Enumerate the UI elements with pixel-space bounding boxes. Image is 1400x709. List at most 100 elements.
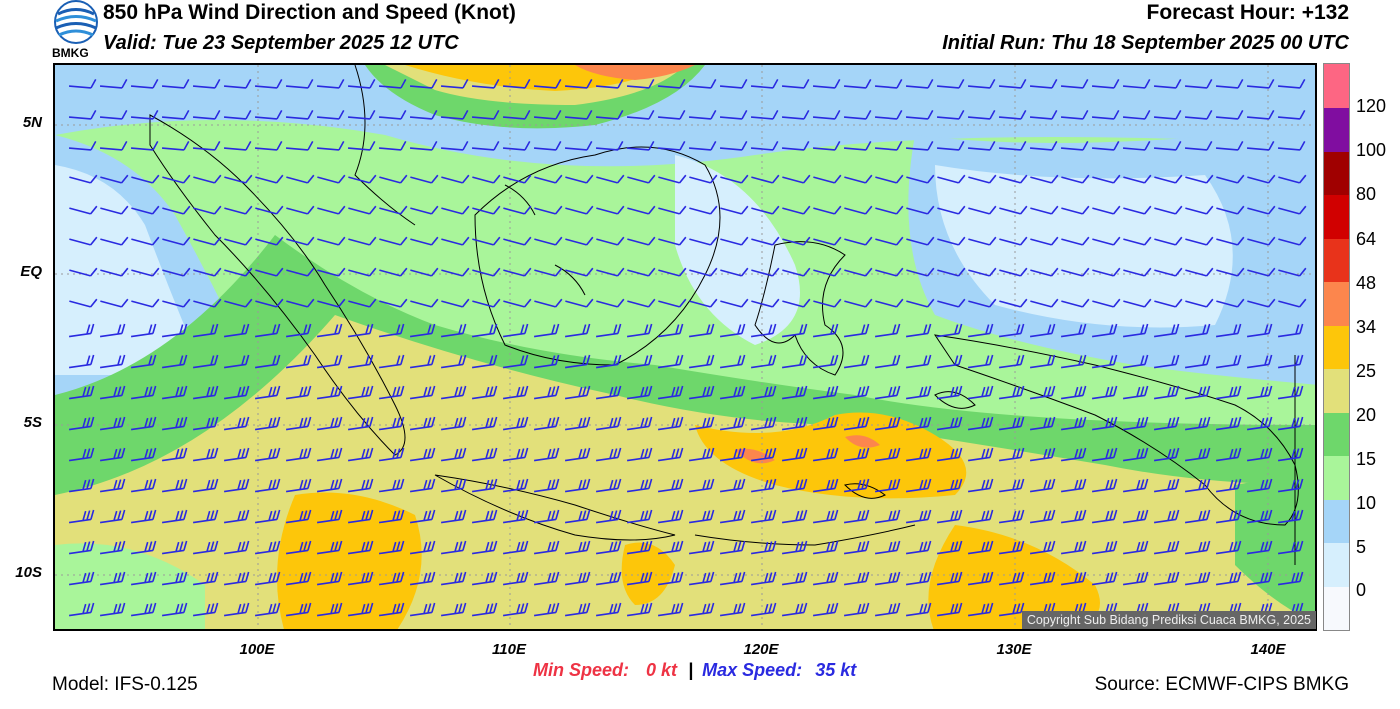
wind-barb [130,602,157,617]
wind-barb [813,236,842,246]
wind-barb [688,478,715,493]
wind-barb [564,447,591,462]
wind-barb [471,354,498,369]
wind-barb [936,540,963,555]
wind-barb [286,298,315,308]
wind-barb [657,354,684,369]
wind-barb [1278,205,1307,215]
wind-barb [658,236,687,246]
wind-barb [317,298,346,308]
wind-barb [564,354,591,369]
wind-barb [161,540,188,555]
wind-barb [843,78,872,89]
wind-barb [223,447,250,462]
wind-barb [688,354,715,369]
colorbar-label: 10 [1356,493,1377,513]
wind-barb [130,447,157,462]
wind-barb [441,174,470,184]
wind-barb [1277,323,1304,338]
wind-barb [1215,354,1242,369]
wind-barb [595,354,622,369]
wind-barb [68,109,97,120]
wind-barb [130,478,157,493]
wind-barb [409,354,436,369]
wind-barb [1277,140,1306,151]
wind-barb [843,540,870,555]
wind-barb [812,354,839,369]
wind-barb [472,267,501,277]
wind-barb [502,140,531,151]
wind-barb [441,236,470,246]
wind-barb [750,509,777,524]
wind-barb [843,416,870,431]
wind-barb [1184,109,1213,120]
wind-barb [874,509,901,524]
wind-barb [999,267,1028,277]
wind-barb [1246,385,1273,400]
wind-barb [161,109,190,120]
wind-barb [131,174,160,184]
wind-barb [626,140,655,151]
wind-barb [1247,236,1276,246]
wind-barb [533,385,560,400]
wind-barb [596,298,625,308]
wind-barb [719,385,746,400]
wind-barb [68,540,95,555]
wind-barb [596,205,625,215]
wind-barb [719,78,748,89]
lat-label-eq: EQ [20,263,42,280]
wind-barb [68,416,95,431]
wind-barb [689,267,718,277]
wind-barb [751,205,780,215]
wind-barb [1122,323,1149,338]
wind-barb [626,109,655,120]
wind-barb [596,174,625,184]
colorbar-label: 100 [1356,140,1387,160]
wind-barb [1029,416,1056,431]
wind-barb [533,323,560,338]
wind-barb [193,267,222,277]
wind-barb [595,571,622,586]
colorbar-segment [1324,325,1349,370]
wind-barb [130,323,157,338]
speed-range: Min Speed: 0 kt | Max Speed: 35 kt [533,660,856,681]
wind-barb [874,385,901,400]
wind-barb [1246,540,1273,555]
wind-barb [254,509,281,524]
wind-barb [781,78,810,89]
wind-barb [1215,540,1242,555]
wind-barb [658,267,687,277]
wind-barb [1184,478,1211,493]
wind-barb [1277,571,1304,586]
wind-barb [874,416,901,431]
wind-barb [998,354,1025,369]
forecast-hour: Forecast Hour: +132 [1146,1,1350,24]
wind-barb [1091,571,1118,586]
wind-barb [68,78,97,89]
wind-barb [1091,509,1118,524]
colorbar-label: 15 [1356,449,1377,469]
wind-barb [657,385,684,400]
wind-barb [533,416,560,431]
wind-barb [161,602,188,617]
wind-barb [813,298,842,308]
wind-barb [1029,78,1058,89]
wind-barb [720,298,749,308]
wind-barb [347,78,376,89]
wind-barb [161,323,188,338]
wind-barb [285,540,312,555]
wind-barb [378,509,405,524]
wind-barb [998,540,1025,555]
lat-label-5s: 5S [23,414,42,431]
wind-barb [627,174,656,184]
wind-barb [162,236,191,246]
wind-barb [875,236,904,246]
wind-barb [781,571,808,586]
wind-barb [781,509,808,524]
wind-barb [503,174,532,184]
wind-barb [502,602,529,617]
wind-barb [254,354,281,369]
wind-barb [998,447,1025,462]
colorbar-label: 120 [1356,96,1387,116]
wind-barb [440,140,469,151]
